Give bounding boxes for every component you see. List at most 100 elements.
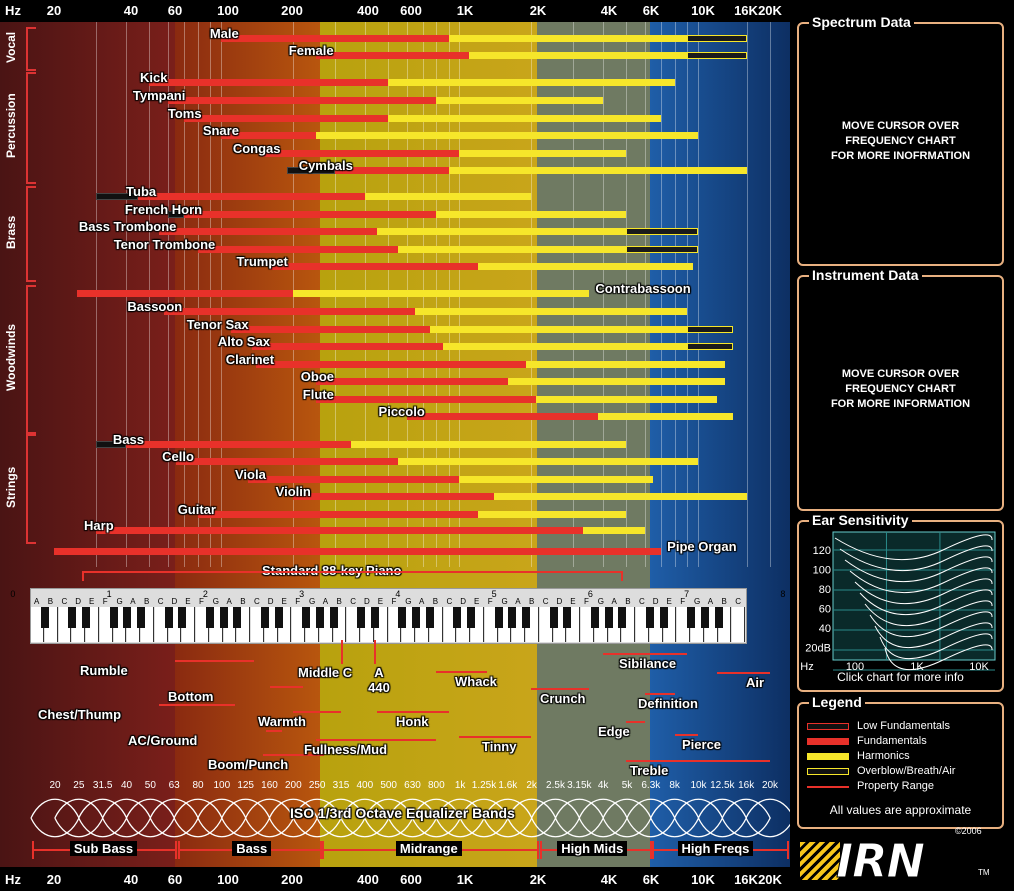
fundamental-segment[interactable] (138, 193, 365, 200)
instrument-label[interactable]: Bassoon (127, 299, 183, 314)
instrument-bar-alto-sax[interactable] (0, 343, 790, 350)
overblow-segment[interactable] (687, 35, 747, 42)
instrument-label[interactable]: Guitar (177, 502, 216, 517)
harmonics-segment[interactable] (536, 396, 718, 403)
ear-sensitivity-graph[interactable]: 120 100 80 60 40 20dB Hz 100 1K 10K (799, 522, 1002, 690)
frequency-chart[interactable]: Hz 20 40 60 100 200 400 600 1K 2K 4K 6K 10K 16K 20K Hz… (0, 0, 882, 891)
instrument-bar-french-horn[interactable] (0, 211, 790, 218)
property-label-treble[interactable]: Treble (630, 763, 669, 778)
property-label-edge[interactable]: Edge (598, 724, 630, 739)
piano-black-key[interactable] (178, 607, 187, 628)
instrument-bar-pipe-organ[interactable] (0, 548, 790, 555)
instrument-label[interactable]: Tympani (132, 88, 186, 103)
instrument-label[interactable]: Violin (275, 484, 311, 499)
instrument-label[interactable]: Cymbals (298, 158, 353, 173)
harmonics-segment[interactable] (292, 290, 590, 297)
fundamental-segment[interactable] (248, 476, 460, 483)
fundamental-segment[interactable] (183, 211, 437, 218)
fundamental-segment[interactable] (183, 115, 388, 122)
instrument-bar-snare[interactable] (0, 132, 790, 139)
instrument-bar-oboe[interactable] (0, 378, 790, 385)
fundamental-segment[interactable] (164, 308, 415, 315)
instrument-label[interactable]: Trumpet (236, 254, 288, 269)
piano-black-key[interactable] (687, 607, 695, 628)
fundamental-segment[interactable] (406, 413, 598, 420)
instrument-label[interactable]: Toms (167, 106, 202, 121)
harmonics-segment[interactable] (414, 308, 688, 315)
harmonics-segment[interactable] (429, 326, 688, 333)
piano-black-key[interactable] (109, 607, 118, 628)
instrument-bar-bass[interactable] (0, 441, 790, 448)
instrument-label[interactable]: Harp (84, 518, 114, 533)
piano-black-key[interactable] (618, 607, 627, 628)
piano-black-key[interactable] (508, 607, 517, 628)
instrument-bar-male[interactable] (0, 35, 790, 42)
fundamental-segment[interactable] (315, 378, 509, 385)
piano-black-key[interactable] (123, 607, 132, 628)
piano-black-key[interactable] (233, 607, 242, 628)
harmonics-segment[interactable] (526, 361, 726, 368)
property-label-pierce[interactable]: Pierce (682, 737, 722, 752)
harmonics-segment[interactable] (315, 132, 699, 139)
piano-black-key[interactable] (260, 607, 269, 628)
fundamental-segment[interactable] (262, 150, 460, 157)
harmonics-segment[interactable] (387, 79, 676, 86)
fundamental-segment[interactable] (158, 228, 377, 235)
piano-keyboard[interactable]: 0123456789ABCDEFGABCDEFGABCDEFGABCDEFGAB… (10, 588, 882, 644)
property-label-warmth[interactable]: Warmth (258, 714, 306, 729)
property-label-whack[interactable]: Whack (455, 674, 497, 689)
overblow-segment[interactable] (626, 246, 699, 253)
instrument-label[interactable]: Flute (302, 387, 334, 402)
piano-black-key[interactable] (604, 607, 613, 628)
low-fundamental-segment[interactable] (96, 441, 126, 448)
fundamental-segment[interactable] (197, 246, 398, 253)
harmonics-segment[interactable] (583, 527, 646, 534)
piano-black-key[interactable] (164, 607, 173, 628)
harmonics-segment[interactable] (376, 228, 627, 235)
harmonics-segment[interactable] (478, 263, 693, 270)
instrument-bar-guitar[interactable] (0, 511, 790, 518)
instrument-bar-female[interactable] (0, 52, 790, 59)
piano-black-key[interactable] (590, 607, 599, 628)
instrument-bar-tenor-trombone[interactable] (0, 246, 790, 253)
instrument-bar-toms[interactable] (0, 115, 790, 122)
instrument-bar-cymbals[interactable] (0, 167, 790, 174)
overblow-segment[interactable] (687, 52, 747, 59)
piano-black-key[interactable] (137, 607, 145, 628)
piano-white-key[interactable] (732, 607, 745, 642)
fundamental-segment[interactable] (315, 52, 470, 59)
fundamental-segment[interactable] (197, 511, 479, 518)
instrument-label[interactable]: Congas (232, 141, 281, 156)
fundamental-segment[interactable] (148, 79, 388, 86)
piano-black-key[interactable] (274, 607, 283, 628)
instrument-bar-piccolo[interactable] (0, 413, 790, 420)
piano-black-key[interactable] (563, 607, 572, 628)
instrument-bar-congas[interactable] (0, 150, 790, 157)
harmonics-segment[interactable] (350, 441, 627, 448)
overblow-segment[interactable] (687, 326, 733, 333)
fundamental-segment[interactable] (315, 396, 537, 403)
instrument-bar-trumpet[interactable] (0, 263, 790, 270)
instrument-label[interactable]: Pipe Organ (667, 539, 737, 554)
instrument-label[interactable]: Kick (139, 70, 168, 85)
piano-black-key[interactable] (315, 607, 324, 628)
fundamental-segment[interactable] (96, 527, 584, 534)
instrument-label[interactable]: Viola (235, 467, 266, 482)
instrument-label[interactable]: Alto Sax (217, 334, 270, 349)
piano-black-key[interactable] (370, 607, 379, 628)
piano-black-key[interactable] (82, 607, 90, 628)
instrument-bar-flute[interactable] (0, 396, 790, 403)
piano-black-key[interactable] (302, 607, 310, 628)
property-label-bottom[interactable]: Bottom (168, 689, 214, 704)
property-label-a-440[interactable]: A 440 (368, 665, 390, 695)
instrument-bar-viola[interactable] (0, 476, 790, 483)
instrument-label[interactable]: Cello (162, 449, 194, 464)
property-label-air[interactable]: Air (746, 675, 765, 690)
harmonics-segment[interactable] (469, 52, 688, 59)
piano-black-key[interactable] (453, 607, 462, 628)
instrument-label[interactable]: Oboe (300, 369, 335, 384)
piano-black-key[interactable] (467, 607, 475, 628)
ear-sensitivity-panel[interactable]: Ear Sensitivity 120 100 80 60 40 20dB Hz 100 1K 1… (797, 512, 1004, 692)
fundamental-segment[interactable] (292, 493, 495, 500)
fundamental-segment[interactable] (230, 326, 430, 333)
